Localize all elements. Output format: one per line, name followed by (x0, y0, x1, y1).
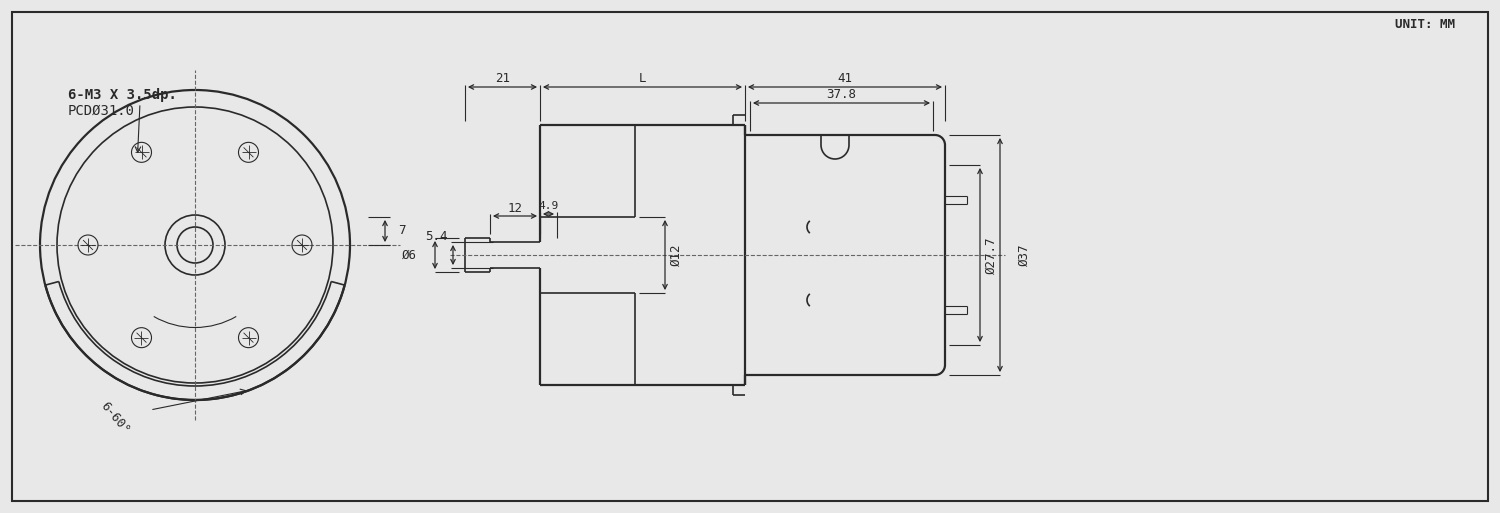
Text: Ø37: Ø37 (1019, 244, 1031, 266)
Text: 4.9: 4.9 (538, 201, 558, 211)
Text: L: L (639, 71, 646, 85)
Text: Ø27.7: Ø27.7 (986, 236, 998, 274)
Text: 6-60°: 6-60° (98, 400, 132, 437)
Text: 5.4: 5.4 (426, 229, 448, 243)
Text: 6-M3 X 3.5dp.: 6-M3 X 3.5dp. (68, 88, 177, 102)
Text: 7: 7 (398, 225, 405, 238)
Text: 37.8: 37.8 (827, 88, 856, 101)
Text: PCDØ31.0: PCDØ31.0 (68, 104, 135, 118)
Text: 41: 41 (837, 71, 852, 85)
Text: UNIT: MM: UNIT: MM (1395, 18, 1455, 31)
Text: 12: 12 (507, 202, 522, 214)
Text: 21: 21 (495, 71, 510, 85)
Text: Ø12: Ø12 (670, 244, 682, 266)
Text: Ø6: Ø6 (402, 248, 417, 262)
